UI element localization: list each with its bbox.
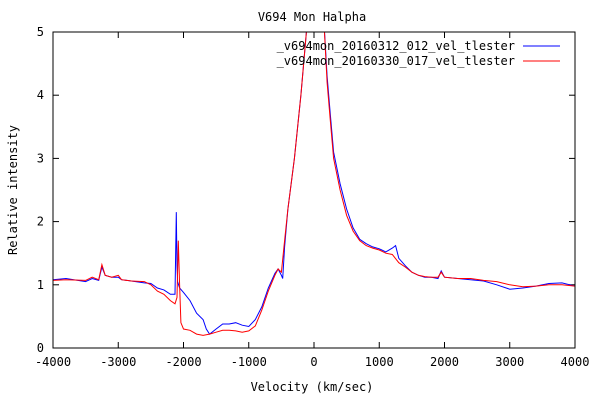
y-axis-label: Relative intensity <box>6 125 20 255</box>
x-tick-label: 0 <box>310 355 317 369</box>
axes: -4000 -3000 -2000 -1000 0 1000 2000 3000 4000 0 1 2… <box>35 25 590 369</box>
plot-border <box>52 31 576 349</box>
y-tick-label: 5 <box>37 25 44 39</box>
legend: _v694mon_20160312_012_vel_tlester_v694mo… <box>277 39 560 68</box>
x-tick-label: -1000 <box>231 355 267 369</box>
y-tick-label: 1 <box>37 278 44 292</box>
y-tick-label: 0 <box>37 341 44 355</box>
x-tick-label: 3000 <box>495 355 524 369</box>
x-axis-label: Velocity (km/sec) <box>251 380 374 394</box>
x-tick-label: -2000 <box>165 355 201 369</box>
series-line-2 <box>53 32 575 336</box>
y-tick-label: 2 <box>37 215 44 229</box>
legend-label-1: _v694mon_20160312_012_vel_tlester <box>277 39 515 53</box>
chart-title: V694 Mon Halpha <box>258 10 366 24</box>
x-tick-label: 4000 <box>561 355 590 369</box>
y-tick-label: 4 <box>37 88 44 102</box>
series-group <box>53 32 575 336</box>
y-tick-label: 3 <box>37 151 44 165</box>
legend-label-2: _v694mon_20160330_017_vel_tlester <box>277 54 515 68</box>
x-tick-label: 1000 <box>365 355 394 369</box>
x-tick-label: 2000 <box>430 355 459 369</box>
x-tick-label: -3000 <box>100 355 136 369</box>
x-tick-label: -4000 <box>35 355 71 369</box>
